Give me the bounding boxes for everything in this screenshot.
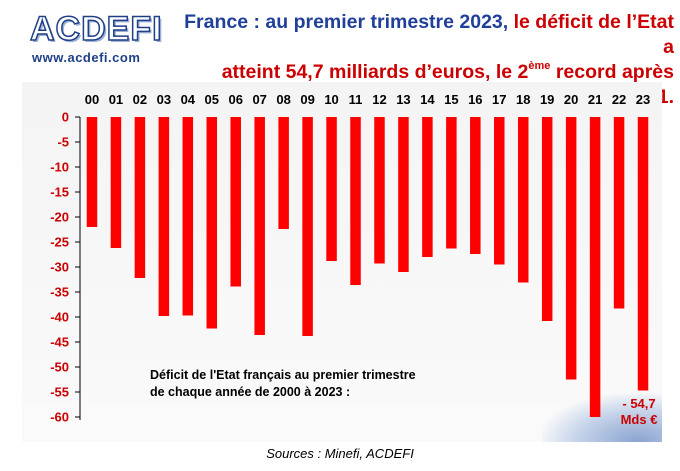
logo-url: www.acdefi.com	[32, 50, 141, 65]
bar	[613, 117, 625, 309]
x-tick-label: 03	[157, 92, 171, 107]
plot-area	[22, 82, 662, 442]
x-tick-label: 22	[612, 92, 626, 107]
title-line2-sup: ème	[528, 60, 551, 72]
bar	[86, 117, 98, 227]
x-tick-label: 20	[564, 92, 578, 107]
y-tick-label: 0	[62, 110, 69, 125]
x-tick-label: 15	[444, 92, 458, 107]
bar	[446, 117, 457, 249]
x-tick-label: 16	[468, 92, 482, 107]
x-tick-label: 18	[516, 92, 530, 107]
x-tick-label: 19	[540, 92, 554, 107]
annotation-line2: de chaque année de 2000 à 2023 :	[150, 385, 350, 399]
x-tick-label: 12	[372, 92, 386, 107]
bar	[494, 117, 505, 265]
y-tick-label: -35	[50, 285, 69, 300]
title-part2: le déficit de l’Etat a	[513, 11, 674, 58]
bar	[134, 117, 146, 278]
x-tick-label: 17	[492, 92, 506, 107]
y-tick-label: -25	[50, 235, 69, 250]
y-tick-label: -60	[50, 410, 69, 425]
callout-value: - 54,7	[622, 396, 655, 411]
x-tick-label: 00	[85, 92, 99, 107]
x-tick-label: 09	[300, 92, 314, 107]
y-tick-label: -15	[50, 185, 69, 200]
x-tick-label: 06	[228, 92, 242, 107]
bar	[158, 117, 170, 316]
y-tick-label: -55	[50, 385, 69, 400]
bar	[182, 117, 194, 316]
x-tick-label: 10	[324, 92, 338, 107]
bar	[589, 117, 601, 417]
bar	[254, 117, 265, 335]
x-tick-label: 01	[109, 92, 123, 107]
x-tick-label: 05	[205, 92, 219, 107]
y-tick-label: -40	[50, 310, 69, 325]
acdefi-logo: ACDEFI www.acdefi.com	[29, 9, 163, 66]
bar	[517, 117, 529, 283]
bar	[350, 117, 361, 285]
x-tick-label: 04	[181, 92, 196, 107]
bar	[637, 117, 649, 391]
callout-unit: Mds €	[621, 412, 658, 427]
bar	[206, 117, 218, 329]
x-tick-label: 21	[588, 92, 602, 107]
bar	[278, 117, 289, 229]
bar	[374, 117, 385, 264]
y-tick-label: -30	[50, 260, 69, 275]
x-tick-label: 02	[133, 92, 147, 107]
annotation-line1: Déficit de l'Etat français au premier tr…	[150, 368, 416, 382]
bar	[422, 117, 433, 257]
x-tick-label: 14	[420, 92, 435, 107]
bar	[326, 117, 337, 261]
title-line2-pre: atteint 54,7 milliards d’euros, le 2	[221, 61, 529, 83]
globe-decoration	[542, 394, 662, 442]
bar	[541, 117, 553, 321]
bar	[110, 117, 122, 248]
logo-name: ACDEFI	[29, 9, 163, 49]
bar	[302, 117, 313, 336]
title-part1: France : au premier trimestre 2023,	[184, 11, 509, 33]
x-tick-label: 13	[396, 92, 410, 107]
x-tick-label: 11	[349, 92, 363, 107]
y-tick-label: -45	[50, 335, 69, 350]
source-note: Sources : Minefi, ACDEFI	[266, 446, 414, 461]
y-tick-label: -50	[50, 360, 69, 375]
y-tick-label: -20	[50, 210, 69, 225]
bar	[230, 117, 241, 287]
x-tick-label: 23	[636, 92, 650, 107]
y-tick-label: -10	[50, 160, 69, 175]
y-tick-label: -5	[57, 135, 69, 150]
x-tick-label: 08	[276, 92, 290, 107]
bar	[470, 117, 481, 254]
x-tick-label: 07	[252, 92, 266, 107]
bar	[565, 117, 577, 380]
bar	[398, 117, 409, 272]
